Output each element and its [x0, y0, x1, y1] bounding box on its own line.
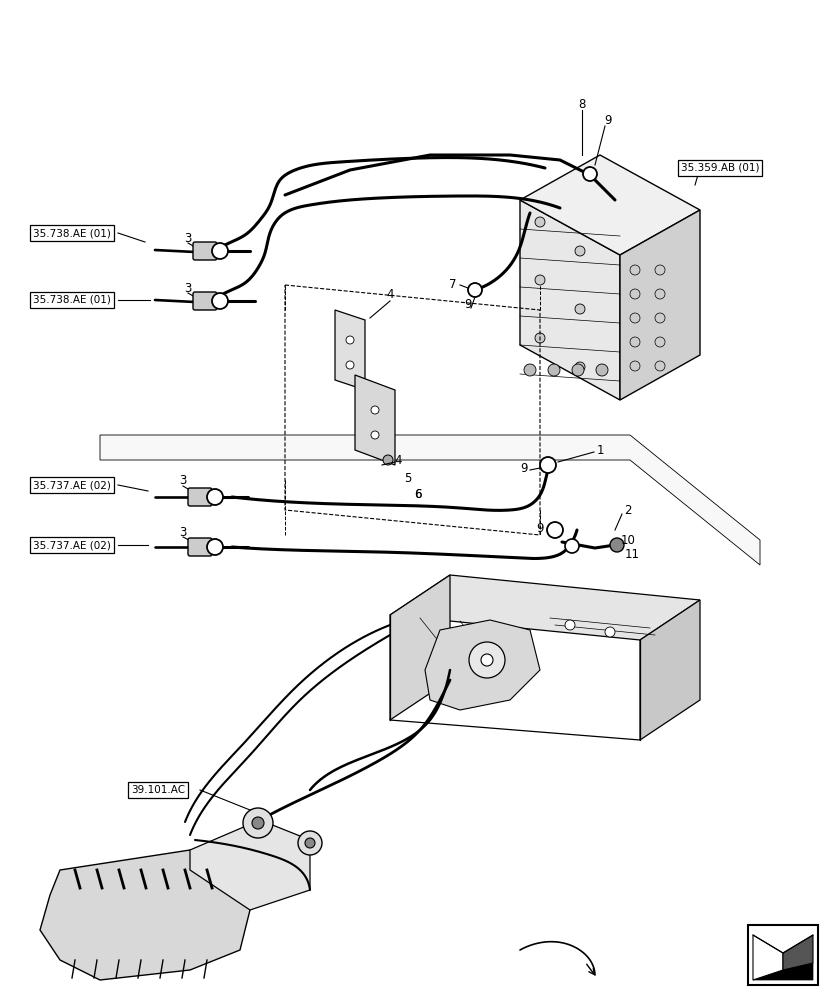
Polygon shape: [335, 310, 365, 390]
Circle shape: [630, 313, 640, 323]
Polygon shape: [783, 935, 813, 970]
FancyBboxPatch shape: [188, 488, 212, 506]
Circle shape: [575, 304, 585, 314]
Text: 4: 4: [395, 454, 402, 466]
Circle shape: [565, 539, 579, 553]
Circle shape: [572, 364, 584, 376]
Polygon shape: [520, 200, 620, 400]
Polygon shape: [390, 575, 450, 720]
Text: 3: 3: [184, 232, 191, 244]
Circle shape: [212, 293, 228, 309]
Text: 9: 9: [604, 113, 612, 126]
Text: 35.737.AE (02): 35.737.AE (02): [33, 540, 111, 550]
Circle shape: [481, 654, 493, 666]
Polygon shape: [753, 935, 783, 980]
Text: 8: 8: [579, 99, 586, 111]
Text: 9: 9: [464, 298, 472, 310]
FancyBboxPatch shape: [193, 242, 217, 260]
Circle shape: [346, 336, 354, 344]
Circle shape: [655, 289, 665, 299]
Polygon shape: [620, 210, 700, 400]
Text: 9: 9: [536, 522, 543, 534]
Circle shape: [547, 522, 563, 538]
Text: 6: 6: [415, 488, 421, 502]
Text: 3: 3: [179, 526, 186, 538]
Polygon shape: [520, 155, 700, 255]
Circle shape: [575, 362, 585, 372]
Text: 35.359.AB (01): 35.359.AB (01): [681, 163, 759, 173]
Polygon shape: [190, 820, 310, 910]
Text: 9: 9: [520, 462, 528, 475]
Circle shape: [655, 265, 665, 275]
Circle shape: [630, 361, 640, 371]
Circle shape: [540, 457, 556, 473]
Circle shape: [655, 313, 665, 323]
Text: 35.738.AE (01): 35.738.AE (01): [33, 295, 111, 305]
Circle shape: [535, 333, 545, 343]
Polygon shape: [425, 620, 540, 710]
Circle shape: [243, 808, 273, 838]
Circle shape: [655, 337, 665, 347]
Text: 4: 4: [386, 288, 394, 302]
Circle shape: [346, 361, 354, 369]
Text: 7: 7: [449, 278, 456, 292]
Polygon shape: [753, 963, 813, 980]
Circle shape: [565, 620, 575, 630]
Circle shape: [535, 217, 545, 227]
Circle shape: [583, 167, 597, 181]
Text: 6: 6: [415, 488, 421, 502]
Circle shape: [469, 642, 505, 678]
Circle shape: [630, 265, 640, 275]
Circle shape: [371, 406, 379, 414]
Text: 5: 5: [405, 472, 411, 485]
Text: 11: 11: [624, 548, 640, 562]
Circle shape: [298, 831, 322, 855]
Text: 2: 2: [624, 504, 632, 516]
FancyBboxPatch shape: [748, 925, 818, 985]
Polygon shape: [640, 600, 700, 740]
Circle shape: [535, 275, 545, 285]
Polygon shape: [40, 850, 250, 980]
FancyBboxPatch shape: [188, 538, 212, 556]
Circle shape: [252, 817, 264, 829]
Circle shape: [655, 361, 665, 371]
Circle shape: [305, 838, 315, 848]
Circle shape: [383, 455, 393, 465]
Circle shape: [524, 364, 536, 376]
Polygon shape: [100, 435, 760, 565]
Circle shape: [596, 364, 608, 376]
Circle shape: [630, 337, 640, 347]
Text: 10: 10: [620, 534, 635, 546]
Circle shape: [468, 283, 482, 297]
Circle shape: [605, 627, 615, 637]
Circle shape: [575, 246, 585, 256]
Circle shape: [207, 489, 223, 505]
FancyBboxPatch shape: [193, 292, 217, 310]
Text: 3: 3: [184, 282, 191, 294]
Circle shape: [630, 289, 640, 299]
Text: 35.737.AE (02): 35.737.AE (02): [33, 480, 111, 490]
Text: 35.738.AE (01): 35.738.AE (01): [33, 228, 111, 238]
Polygon shape: [355, 375, 395, 465]
Circle shape: [610, 538, 624, 552]
Circle shape: [548, 364, 560, 376]
Text: 3: 3: [179, 475, 186, 488]
Circle shape: [371, 431, 379, 439]
Circle shape: [207, 539, 223, 555]
Text: 39.101.AC: 39.101.AC: [131, 785, 185, 795]
Text: 1: 1: [596, 444, 604, 456]
Circle shape: [212, 243, 228, 259]
Polygon shape: [390, 575, 700, 640]
